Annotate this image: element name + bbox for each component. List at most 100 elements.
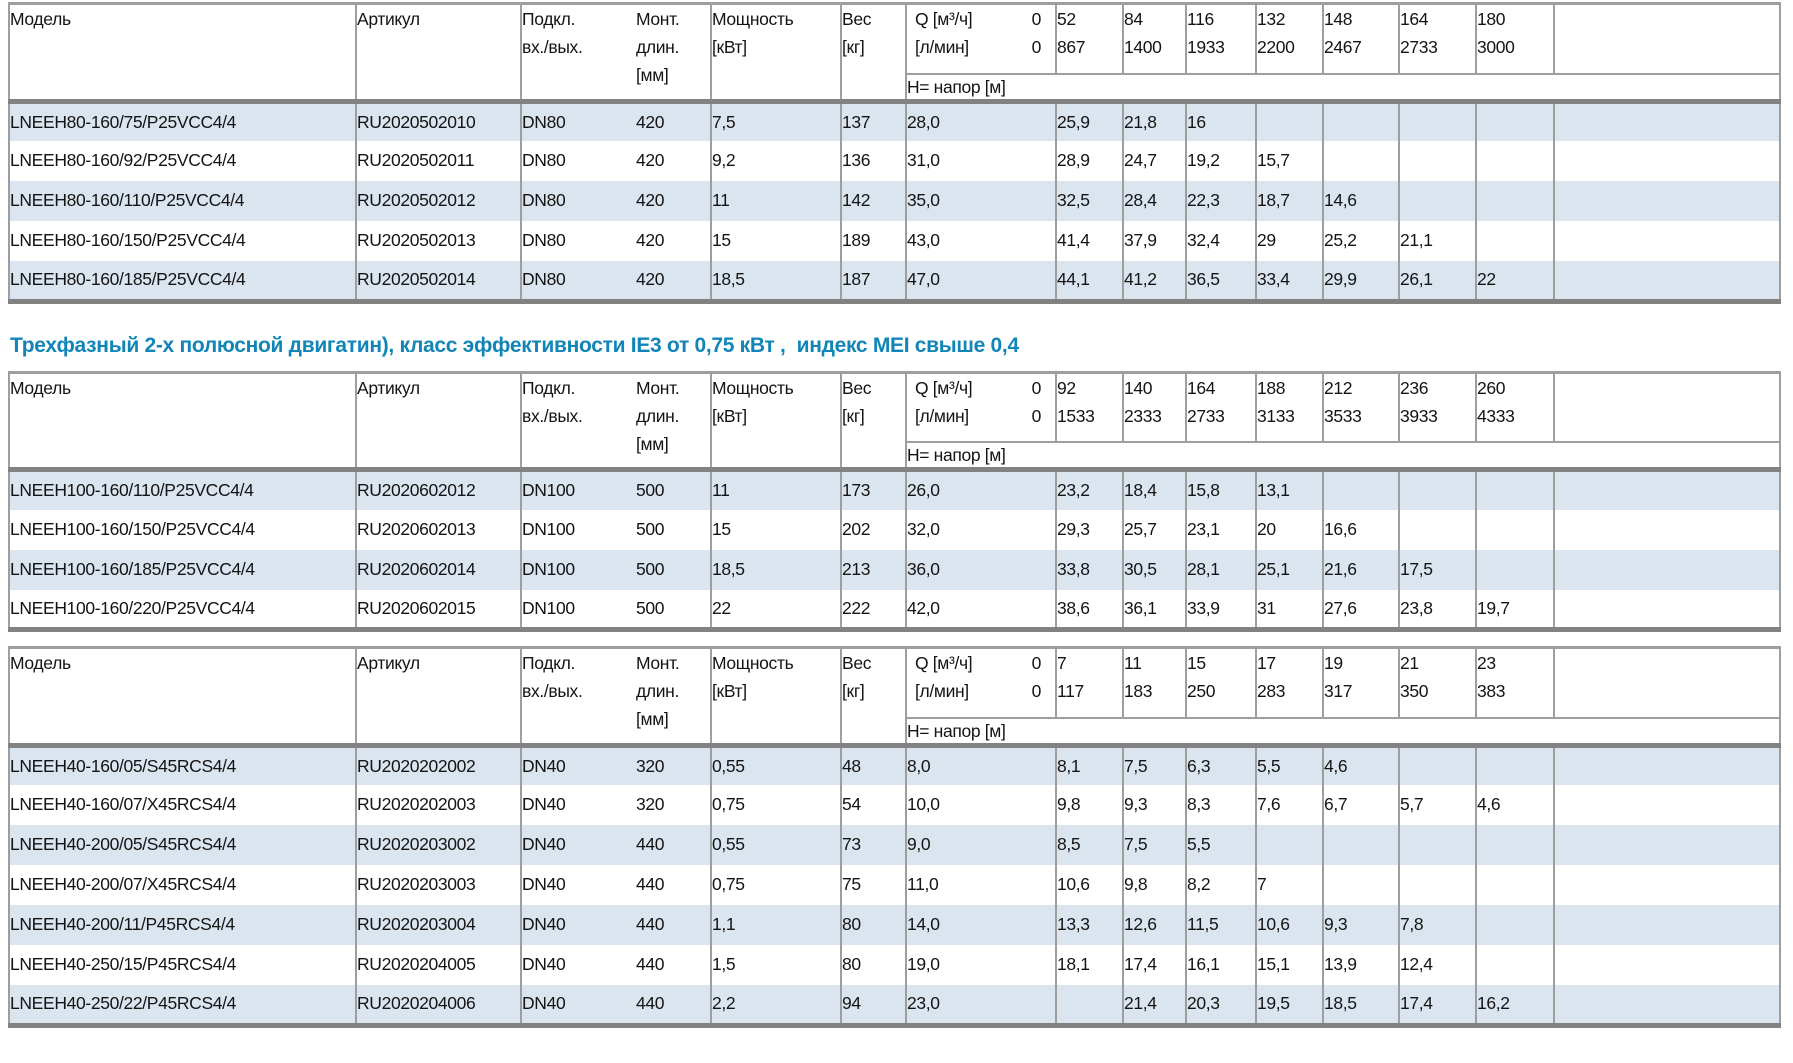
mount-label-line2: длин. xyxy=(636,37,679,57)
head-cell xyxy=(1055,985,1123,1025)
head-cell xyxy=(1398,469,1476,510)
head-cell xyxy=(1475,865,1554,905)
model-cell: LNEEH40-200/07/X45RCS4/4 xyxy=(10,874,237,895)
flow-lmin-value: 867 xyxy=(1057,37,1086,57)
weight-cell: 222 xyxy=(840,589,906,630)
head-cell: 23,1 xyxy=(1185,509,1256,550)
head-cell xyxy=(1475,469,1554,510)
head-cell-flow0: 43,0 xyxy=(905,221,1056,261)
head-cell: 8,5 xyxy=(1055,825,1123,865)
q-lmin-label: [л/мин] xyxy=(915,405,969,426)
head-cell: 21,6 xyxy=(1322,549,1399,590)
flow-lmin-value: 350 xyxy=(1400,681,1429,701)
head-cell: 8,3 xyxy=(1185,785,1256,825)
table-row: LNEEH80-160/92/P25VCC4/4 RU2020502011 DN80… xyxy=(9,141,1780,181)
power-cell: 0,55 xyxy=(710,745,841,785)
head-cell: 38,6 xyxy=(1055,589,1123,630)
q-lmin-label: [л/мин] xyxy=(915,681,969,701)
head-cell-flow0: 8,0 xyxy=(905,745,1056,785)
weight-cell: 94 xyxy=(840,985,906,1025)
flow-m3h-value: 11 xyxy=(1124,653,1142,673)
flow-m3h-value: 140 xyxy=(1124,377,1153,398)
header-row: Модель Артикул Подкл. вх./вых. Монт. дли… xyxy=(9,3,1780,104)
head-cell: 41,4 xyxy=(1055,221,1123,261)
head-cell: 16,2 xyxy=(1475,985,1554,1025)
flow-lmin-value: 4333 xyxy=(1477,405,1515,426)
power-label-line1: Мощность xyxy=(712,9,794,29)
table-row: LNEEH40-200/05/S45RCS4/4 RU2020203002 DN40… xyxy=(9,825,1780,865)
head-cell xyxy=(1322,101,1399,141)
mount-length-cell: 440 xyxy=(636,993,665,1013)
model-cell: LNEEH80-160/185/P25VCC4/4 xyxy=(10,269,246,289)
head-cell: 41,2 xyxy=(1122,261,1186,301)
head-cell: 20,3 xyxy=(1185,985,1256,1025)
head-cell: 29,3 xyxy=(1055,509,1123,550)
flow-lmin-value: 2200 xyxy=(1257,37,1295,57)
article-cell: RU2020203004 xyxy=(355,905,521,945)
flow-column-header: 132 2200 xyxy=(1255,3,1323,75)
article-cell: RU2020602014 xyxy=(355,549,521,590)
trailing-empty-cell xyxy=(1553,825,1780,865)
head-cell: 24,7 xyxy=(1122,141,1186,181)
trailing-empty-cell xyxy=(1553,745,1780,785)
head-cell: 36,5 xyxy=(1185,261,1256,301)
flow-column-header: 7 117 xyxy=(1055,647,1123,719)
flow-lmin-value: 1400 xyxy=(1124,37,1162,57)
flow-lmin-value: 2733 xyxy=(1187,405,1225,426)
head-cell: 5,7 xyxy=(1398,785,1476,825)
article-cell: RU2020203003 xyxy=(355,865,521,905)
head-cell-flow0: 31,0 xyxy=(905,141,1056,181)
head-cell-flow0: 36,0 xyxy=(905,549,1056,590)
head-cell: 25,9 xyxy=(1055,101,1123,141)
head-cell: 19,7 xyxy=(1475,589,1554,630)
head-label-row: Н= напор [м] xyxy=(9,442,1780,472)
trailing-empty-cell xyxy=(1553,865,1780,905)
head-cell: 18,7 xyxy=(1255,181,1323,221)
head-cell: 8,1 xyxy=(1055,745,1123,785)
dn-cell: DN40 xyxy=(520,825,636,865)
head-cell xyxy=(1475,825,1554,865)
head-cell: 12,4 xyxy=(1398,945,1476,985)
head-cell: 18,5 xyxy=(1322,985,1399,1025)
model-cell: LNEEH100-160/220/P25VCC4/4 xyxy=(10,597,255,618)
flow-column-header: 188 3133 xyxy=(1255,372,1323,443)
head-cell: 25,7 xyxy=(1122,509,1186,550)
flow-column-header: 116 1933 xyxy=(1185,3,1256,75)
col-header-article: Артикул xyxy=(355,3,521,104)
col-header-power: Мощность [кВт] xyxy=(710,372,841,472)
head-cell: 18,1 xyxy=(1055,945,1123,985)
article-cell: RU2020502010 xyxy=(355,101,521,141)
head-cell: 8,2 xyxy=(1185,865,1256,905)
q-zero-value: 0 xyxy=(1031,9,1042,29)
head-cell xyxy=(1398,141,1476,181)
flow-m3h-value: 236 xyxy=(1400,377,1429,398)
table-row: LNEEH40-250/15/P45RCS4/4 RU2020204005 DN40… xyxy=(9,945,1780,985)
head-cell xyxy=(1475,101,1554,141)
head-cell-flow0: 11,0 xyxy=(905,865,1056,905)
flow-column-header: 17 283 xyxy=(1255,647,1323,719)
connection-label-line1: Подкл. xyxy=(522,653,575,673)
flow-column-header: 23 383 xyxy=(1475,647,1554,719)
trailing-empty-cell xyxy=(1553,261,1780,301)
head-cell xyxy=(1475,221,1554,261)
dn-cell: DN40 xyxy=(520,745,636,785)
head-cell xyxy=(1398,745,1476,785)
power-cell: 9,2 xyxy=(710,141,841,181)
header-row: Модель Артикул Подкл. вх./вых. Монт. дли… xyxy=(9,647,1780,748)
article-cell: RU2020602012 xyxy=(355,469,521,510)
power-cell: 7,5 xyxy=(710,101,841,141)
weight-cell: 213 xyxy=(840,549,906,590)
head-cell-flow0: 10,0 xyxy=(905,785,1056,825)
head-cell xyxy=(1322,141,1399,181)
flow-m3h-value: 52 xyxy=(1057,9,1076,29)
flow-m3h-value: 180 xyxy=(1477,9,1506,29)
pump-spec-table-lneeh100: Модель Артикул Подкл. вх./вых. Монт. дли… xyxy=(8,370,1781,632)
dn-cell: DN100 xyxy=(520,469,636,510)
head-cell: 17,4 xyxy=(1122,945,1186,985)
head-label-row: Н= напор [м] xyxy=(9,73,1780,104)
weight-cell: 80 xyxy=(840,905,906,945)
head-cell: 5,5 xyxy=(1255,745,1323,785)
flow-column-header: 84 1400 xyxy=(1122,3,1186,75)
head-cell-flow0: 47,0 xyxy=(905,261,1056,301)
flow-lmin-value: 2467 xyxy=(1324,37,1362,57)
